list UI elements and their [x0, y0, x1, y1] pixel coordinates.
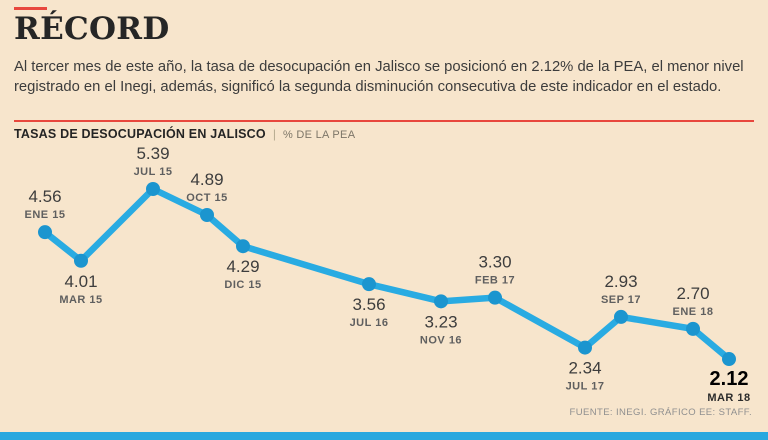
- date-label: NOV 16: [420, 334, 462, 346]
- data-point-dot: [722, 352, 736, 367]
- value-label: 2.70: [676, 284, 709, 303]
- chart-title: TASAS DE DESOCUPACIÓN EN JALISCO: [14, 127, 266, 141]
- date-label: MAR 15: [59, 294, 102, 306]
- data-point-dot: [488, 290, 502, 305]
- value-label: 2.34: [568, 359, 601, 378]
- value-label: 5.39: [136, 144, 169, 163]
- value-label: 2.12: [710, 368, 749, 390]
- value-label: 4.56: [28, 187, 61, 206]
- date-label: JUL 17: [566, 381, 605, 393]
- value-label: 3.30: [478, 253, 511, 272]
- line-chart: 4.56 ENE 15 4.01 MAR 15 5.39 JUL 15 4.89 OCT 15…: [25, 144, 751, 404]
- infographic: RÉCORD Al tercer mes de este año, la tas…: [0, 7, 768, 440]
- source-credit: FUENTE: INEGI. GRÁFICO EE: STAFF.: [569, 407, 752, 418]
- data-point-dot: [74, 253, 88, 268]
- date-label: ENE 18: [673, 306, 714, 318]
- data-point-dot: [146, 182, 160, 196]
- page-title: RÉCORD: [14, 11, 170, 47]
- chart-title-separator: |: [272, 127, 276, 141]
- bottom-accent-bar: [0, 432, 768, 440]
- value-label: 3.56: [352, 295, 385, 314]
- date-label: MAR 18: [707, 392, 750, 404]
- chart-unit-label: % DE LA PEA: [282, 129, 356, 141]
- date-label: JUL 16: [350, 317, 389, 329]
- date-label: DIC 15: [224, 279, 261, 291]
- data-point-dot: [200, 208, 214, 222]
- data-point-dot: [362, 277, 376, 292]
- intro-text: Al tercer mes de este año, la tasa de de…: [14, 58, 744, 95]
- data-point-dot: [686, 321, 700, 336]
- data-point-dot: [614, 309, 628, 324]
- value-label: 4.01: [64, 272, 97, 291]
- data-point-dot: [38, 225, 52, 240]
- date-label: OCT 15: [186, 192, 228, 204]
- top-accent-dash: [14, 7, 47, 10]
- date-label: JUL 15: [134, 166, 173, 178]
- data-point-dot: [578, 340, 592, 355]
- data-point-dot: [434, 294, 448, 309]
- date-label: ENE 15: [25, 209, 66, 221]
- trend-line: [41, 185, 733, 363]
- date-label: SEP 17: [601, 294, 641, 306]
- value-label: 4.29: [226, 257, 259, 276]
- chart-header: TASAS DE DESOCUPACIÓN EN JALISCO | % DE …: [14, 120, 754, 141]
- value-label: 4.89: [190, 170, 223, 189]
- date-label: FEB 17: [475, 275, 515, 287]
- value-label: 3.23: [424, 312, 457, 331]
- data-point-dot: [236, 239, 250, 254]
- value-label: 2.93: [604, 272, 637, 291]
